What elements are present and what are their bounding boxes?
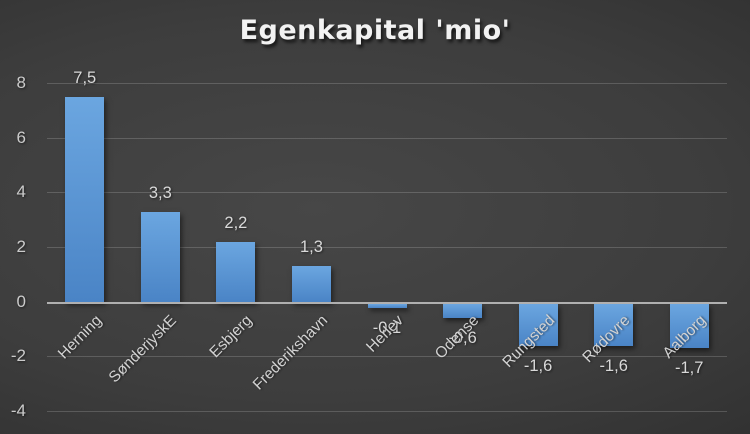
bar-value-label: -0,6 (448, 329, 477, 348)
bar (594, 304, 634, 346)
bar-value-label: -1,6 (599, 356, 628, 375)
y-axis-tick-label: 6 (16, 128, 26, 147)
bar-value-label: 1,3 (299, 238, 323, 257)
gridline (47, 356, 727, 357)
gridline (47, 83, 727, 84)
bar-value-label: 7,5 (73, 68, 97, 87)
chart-title: Egenkapital 'mio' (239, 15, 511, 46)
x-axis-line (47, 302, 727, 304)
bar (518, 304, 558, 346)
category-label: SønderjyskE (106, 312, 181, 387)
bar-value-label: 2,2 (224, 213, 248, 232)
y-axis-tick-label: 0 (16, 292, 26, 311)
category-label: Frederikshavn (250, 312, 332, 394)
bar-value-label: 3,3 (148, 183, 172, 202)
bar (140, 211, 180, 302)
bar (443, 304, 483, 319)
gridline (47, 411, 727, 412)
y-axis-tick-label: -2 (10, 346, 26, 365)
bar-value-label: -0,1 (372, 319, 402, 337)
gridline (47, 192, 727, 193)
bar (669, 304, 709, 349)
bar-value-label: -1,7 (675, 359, 704, 378)
y-axis-tick-label: -4 (10, 401, 26, 420)
category-label: Esbjerg (206, 312, 256, 362)
bar (65, 96, 105, 302)
bar (216, 241, 256, 302)
bar (291, 266, 331, 302)
bar-value-label: -1,6 (523, 356, 553, 375)
y-axis-tick-label: 4 (16, 182, 26, 201)
gridline (47, 138, 727, 139)
bar (367, 304, 407, 308)
gridline (47, 247, 727, 248)
y-axis-tick-label: 8 (16, 73, 26, 92)
y-axis-tick-label: 2 (16, 237, 26, 256)
